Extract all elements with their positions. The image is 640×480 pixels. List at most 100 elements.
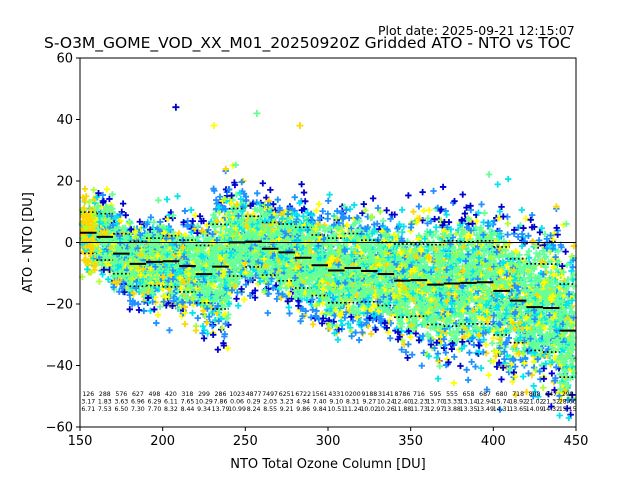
scatter-point (152, 263, 159, 271)
scatter-point (121, 288, 128, 296)
scatter-point (313, 207, 320, 214)
scatter-point (164, 215, 172, 223)
scatter-point (300, 189, 308, 196)
scatter-point (115, 246, 123, 253)
scatter-point (351, 201, 358, 209)
scatter-point (160, 224, 168, 231)
scatter-point (285, 304, 292, 311)
scatter-point (233, 295, 240, 302)
scatter-point (132, 284, 140, 292)
scatter-point (196, 213, 204, 220)
scatter-point (326, 191, 333, 198)
scatter-point (109, 191, 116, 198)
scatter-point (149, 289, 156, 297)
scatter-point (157, 228, 164, 235)
scatter-point (118, 285, 126, 292)
scatter-point (267, 186, 274, 194)
scatter-point (218, 325, 226, 332)
scatter-point (147, 249, 155, 256)
scatter-point (131, 299, 138, 307)
scatter-point (133, 249, 140, 256)
scatter-point (147, 226, 154, 233)
scatter-point (132, 233, 139, 241)
scatter-point (147, 214, 155, 221)
scatter-point (352, 329, 359, 336)
scatter-point (100, 266, 108, 273)
scatter-point (90, 263, 98, 270)
scatter-point (156, 303, 164, 310)
scatter-point (360, 200, 368, 208)
scatter-point (153, 274, 161, 281)
scatter-point (96, 278, 103, 285)
scatter-point (134, 300, 142, 308)
scatter-point (95, 189, 102, 197)
scatter-point (138, 287, 146, 294)
scatter-point (117, 211, 124, 218)
scatter-point (99, 191, 107, 199)
scatter-point (309, 306, 316, 313)
scatter-point (145, 288, 152, 296)
scatter-point (192, 212, 199, 219)
scatter-point (87, 269, 95, 276)
scatter-point (112, 214, 119, 222)
scatter-point (369, 195, 377, 202)
scatter-point (165, 299, 172, 307)
scatter-point (79, 194, 87, 201)
scatter-point (359, 329, 366, 336)
scatter-point (291, 194, 298, 201)
scatter-point (113, 220, 120, 227)
scatter-point (110, 284, 117, 291)
scatter-point (137, 232, 144, 239)
scatter-point (187, 206, 195, 214)
scatter-point (150, 227, 158, 235)
scatter-point (103, 221, 110, 228)
scatter-point (109, 222, 117, 229)
scatter-point (136, 218, 144, 225)
scatter-point (368, 330, 375, 338)
scatter-point (241, 296, 248, 303)
scatter-point (101, 216, 109, 223)
scatter-point (286, 310, 293, 317)
scatter-point (166, 327, 173, 334)
scatter-point (126, 279, 134, 287)
scatter-point (134, 245, 141, 252)
scatter-point (153, 244, 161, 251)
scatter-point (181, 320, 189, 328)
scatter-point (93, 206, 101, 214)
scatter-point (87, 249, 95, 256)
scatter-point (146, 275, 153, 283)
scatter-point (122, 224, 129, 232)
scatter-point (106, 195, 113, 203)
scatter-point (155, 197, 162, 204)
scatter-point (83, 266, 91, 273)
scatter-point (103, 203, 111, 211)
scatter-point (115, 278, 122, 286)
scatter-point (128, 275, 135, 283)
scatter-point (174, 193, 181, 200)
scatter-point (143, 254, 151, 262)
scatter-point (100, 207, 108, 214)
scatter-point (90, 186, 97, 194)
scatter-point (122, 211, 129, 219)
scatter-point (214, 346, 222, 353)
scatter-point (315, 200, 323, 208)
scatter-point (133, 278, 140, 285)
scatter-point (116, 288, 123, 295)
scatter-point (192, 322, 200, 330)
scatter-point (345, 214, 353, 222)
scatter-point (194, 314, 202, 322)
scatter-point (119, 200, 127, 207)
scatter-point (127, 220, 134, 227)
scatter-point (95, 225, 102, 233)
scatter-point (116, 232, 123, 240)
scatter-point (383, 207, 390, 214)
scatter-point (82, 244, 90, 251)
scatter-point (387, 335, 394, 342)
scatter-point (103, 186, 111, 193)
scatter-point (143, 221, 151, 228)
scatter-point (355, 336, 363, 344)
scatter-point (94, 202, 102, 210)
scatter-point (157, 218, 164, 226)
scatter-point (302, 198, 309, 205)
